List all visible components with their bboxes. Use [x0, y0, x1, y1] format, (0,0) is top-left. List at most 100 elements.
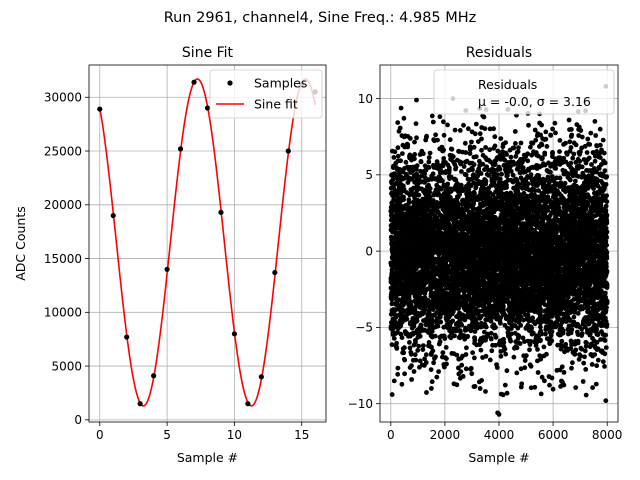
residual-point: [430, 171, 436, 177]
residual-point: [495, 172, 500, 178]
residual-point: [511, 145, 517, 151]
residual-point: [471, 162, 477, 167]
residual-point: [503, 351, 509, 357]
residual-point: [452, 333, 457, 339]
residual-point: [477, 386, 483, 391]
sample-point: [177, 146, 184, 152]
residual-point: [498, 320, 503, 326]
residual-point: [427, 194, 433, 200]
residual-point: [396, 297, 402, 303]
residual-point: [430, 119, 436, 125]
residual-point: [520, 165, 526, 171]
sine-fit-frame: [88, 64, 327, 423]
residual-point: [414, 167, 419, 172]
residual-point: [494, 365, 500, 370]
residual-point: [452, 127, 458, 133]
legend-samples-label: Samples: [254, 76, 307, 91]
residual-point: [511, 354, 517, 360]
residual-point: [395, 371, 401, 377]
residual-point: [497, 166, 503, 172]
residual-point: [412, 156, 417, 162]
sine-fit-y-tick-label: 30000: [44, 91, 82, 105]
residual-point: [458, 369, 464, 374]
residual-point: [395, 145, 401, 151]
residual-point: [472, 337, 478, 343]
residual-point: [432, 333, 438, 339]
sine-fit-x-tick-label: 15: [294, 428, 309, 442]
residual-point: [421, 343, 426, 348]
residual-point: [482, 126, 488, 131]
residual-point: [426, 155, 432, 161]
residual-point: [403, 159, 409, 165]
residual-point: [457, 127, 463, 133]
residual-point: [436, 369, 441, 374]
residual-point: [459, 169, 464, 174]
residual-point: [400, 151, 405, 157]
sine-fit-y-tick-label: 5000: [51, 359, 82, 373]
residual-point: [502, 346, 508, 352]
residual-point: [481, 114, 487, 120]
residual-point: [402, 371, 407, 377]
residual-point: [407, 345, 413, 351]
residual-point: [487, 357, 493, 363]
residual-point: [483, 353, 489, 359]
residual-point: [398, 105, 404, 111]
residual-point: [499, 171, 504, 177]
residual-point: [512, 129, 518, 134]
residual-point: [408, 302, 414, 308]
residual-point: [426, 165, 432, 170]
residual-point: [433, 132, 438, 138]
sine-fit-grid: [89, 65, 326, 422]
residual-point: [423, 352, 429, 358]
residual-point: [519, 381, 525, 387]
residual-point: [413, 340, 418, 345]
residual-point: [411, 369, 417, 374]
sample-point: [231, 331, 238, 337]
residual-point: [409, 363, 414, 369]
residual-point: [514, 345, 520, 351]
residual-point: [493, 334, 499, 340]
residual-point: [437, 339, 443, 344]
residual-point: [430, 348, 436, 354]
residual-point: [450, 318, 456, 324]
residual-point: [401, 197, 406, 203]
residual-point: [395, 153, 401, 159]
residual-point: [483, 324, 489, 330]
residual-point: [416, 343, 422, 349]
residual-point: [412, 152, 418, 157]
sine-fit-x-tick-label: 5: [163, 428, 171, 442]
residual-point: [518, 322, 524, 328]
sine-fit-axes: Sine Fit 0 5 10 150500010000150002000025000…: [13, 45, 327, 465]
sample-point: [245, 401, 251, 407]
residuals-plot-area: [388, 83, 610, 417]
residual-point: [433, 354, 438, 360]
residual-point: [473, 154, 479, 160]
residual-point: [489, 348, 495, 354]
residual-point: [405, 142, 411, 148]
residual-point: [420, 347, 426, 352]
residual-point: [439, 178, 445, 184]
residual-point: [508, 338, 513, 344]
residual-point: [454, 382, 460, 388]
legend-samples-marker: [227, 80, 233, 86]
sample-point: [285, 148, 291, 154]
residual-point: [420, 151, 426, 157]
residual-point: [444, 356, 449, 361]
residual-point: [472, 131, 478, 137]
residual-point: [402, 345, 407, 351]
residual-point: [469, 139, 474, 145]
residual-point: [463, 172, 469, 178]
residual-point: [479, 378, 484, 383]
sine-fit-xlabel: Sample #: [177, 450, 238, 465]
sample-point: [110, 212, 116, 219]
residual-point: [514, 370, 520, 376]
residual-point: [441, 147, 446, 153]
residual-point: [427, 186, 433, 191]
residual-point: [406, 200, 412, 206]
sample-point: [191, 79, 197, 85]
residual-point: [516, 333, 522, 339]
residual-point: [504, 152, 509, 157]
figure-title: Run 2961, channel4, Sine Freq.: 4.985 MH…: [164, 10, 477, 26]
